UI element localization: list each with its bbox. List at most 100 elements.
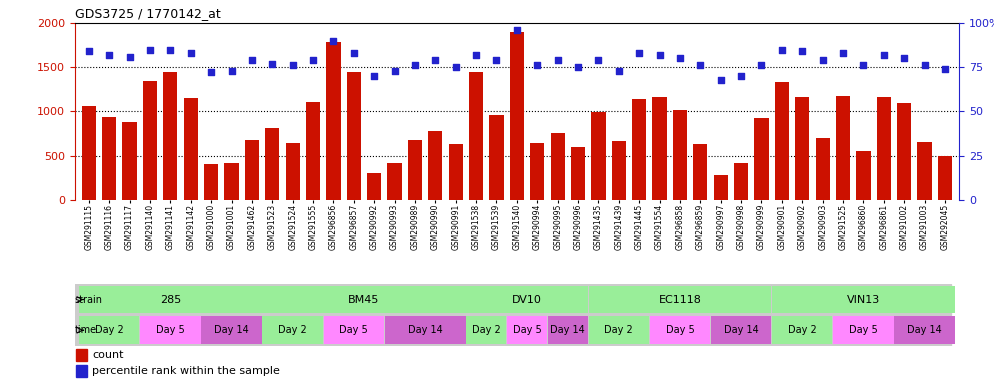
Point bbox=[81, 48, 96, 55]
Point bbox=[734, 73, 749, 79]
Bar bbox=[163, 71, 178, 200]
Bar bbox=[265, 128, 279, 200]
Point bbox=[856, 62, 872, 68]
Bar bbox=[917, 142, 931, 200]
Point bbox=[427, 57, 443, 63]
Text: Day 2: Day 2 bbox=[472, 325, 501, 335]
Bar bbox=[673, 111, 687, 200]
Bar bbox=[466, 286, 587, 313]
Bar bbox=[77, 349, 86, 361]
Text: count: count bbox=[92, 350, 123, 360]
Bar bbox=[693, 144, 708, 200]
Bar bbox=[754, 118, 768, 200]
Point bbox=[835, 50, 851, 56]
Point bbox=[530, 62, 546, 68]
Bar bbox=[408, 140, 422, 200]
Point bbox=[916, 62, 932, 68]
Text: Day 14: Day 14 bbox=[908, 325, 942, 335]
Point bbox=[162, 46, 178, 53]
Text: EC1118: EC1118 bbox=[658, 295, 702, 305]
Text: time: time bbox=[75, 325, 96, 335]
Bar bbox=[122, 122, 137, 200]
Text: DV10: DV10 bbox=[512, 295, 542, 305]
Bar bbox=[774, 82, 789, 200]
Text: Day 5: Day 5 bbox=[156, 325, 185, 335]
Bar bbox=[347, 71, 361, 200]
Point bbox=[305, 57, 321, 63]
Point bbox=[937, 66, 953, 72]
Point bbox=[631, 50, 647, 56]
Bar bbox=[591, 112, 605, 200]
Bar bbox=[385, 316, 465, 344]
Bar bbox=[204, 164, 219, 200]
Bar bbox=[734, 162, 748, 200]
Text: Day 14: Day 14 bbox=[214, 325, 248, 335]
Bar bbox=[143, 81, 157, 200]
Text: Day 14: Day 14 bbox=[408, 325, 442, 335]
Bar bbox=[367, 173, 382, 200]
Bar bbox=[202, 316, 261, 344]
Point bbox=[488, 57, 504, 63]
Text: Day 2: Day 2 bbox=[94, 325, 123, 335]
Bar bbox=[324, 316, 384, 344]
Point bbox=[325, 38, 341, 44]
Bar bbox=[530, 143, 545, 200]
Text: Day 5: Day 5 bbox=[666, 325, 695, 335]
Point bbox=[101, 52, 117, 58]
Point bbox=[713, 76, 729, 83]
Point bbox=[121, 53, 137, 60]
Text: BM45: BM45 bbox=[348, 295, 380, 305]
Bar bbox=[140, 316, 201, 344]
Bar bbox=[772, 286, 954, 313]
Bar bbox=[262, 316, 323, 344]
Point bbox=[183, 50, 199, 56]
Point bbox=[346, 50, 362, 56]
Point bbox=[672, 55, 688, 61]
Bar bbox=[80, 316, 139, 344]
Point bbox=[550, 57, 566, 63]
Point bbox=[142, 46, 158, 53]
Bar bbox=[877, 97, 891, 200]
Bar bbox=[836, 96, 850, 200]
Bar bbox=[795, 97, 809, 200]
Point bbox=[366, 73, 382, 79]
Bar bbox=[82, 106, 96, 200]
Bar bbox=[80, 286, 261, 313]
Text: Day 14: Day 14 bbox=[551, 325, 585, 335]
Bar bbox=[611, 141, 626, 200]
Bar bbox=[388, 162, 402, 200]
Point bbox=[774, 46, 790, 53]
Bar bbox=[856, 151, 871, 200]
Bar bbox=[650, 316, 710, 344]
Bar bbox=[571, 147, 585, 200]
Text: Day 2: Day 2 bbox=[788, 325, 817, 335]
Bar bbox=[469, 73, 483, 200]
Point bbox=[897, 55, 912, 61]
Point bbox=[876, 52, 892, 58]
Bar bbox=[466, 316, 506, 344]
Bar bbox=[772, 316, 832, 344]
Point bbox=[611, 68, 627, 74]
Bar bbox=[652, 97, 667, 200]
Bar bbox=[262, 286, 465, 313]
Point bbox=[468, 52, 484, 58]
Point bbox=[509, 27, 525, 33]
Point bbox=[387, 68, 403, 74]
Point bbox=[693, 62, 709, 68]
Point bbox=[203, 70, 219, 76]
Bar bbox=[714, 175, 728, 200]
Text: 285: 285 bbox=[160, 295, 181, 305]
Point bbox=[264, 61, 280, 67]
Point bbox=[652, 52, 668, 58]
Bar bbox=[245, 140, 259, 200]
Text: percentile rank within the sample: percentile rank within the sample bbox=[92, 366, 280, 376]
Bar bbox=[77, 365, 86, 377]
Point bbox=[571, 64, 586, 70]
Point bbox=[753, 62, 769, 68]
Bar bbox=[285, 143, 300, 200]
Bar bbox=[588, 286, 771, 313]
Bar bbox=[937, 156, 952, 200]
Bar bbox=[588, 316, 649, 344]
Bar bbox=[428, 131, 442, 200]
Text: Day 5: Day 5 bbox=[849, 325, 878, 335]
